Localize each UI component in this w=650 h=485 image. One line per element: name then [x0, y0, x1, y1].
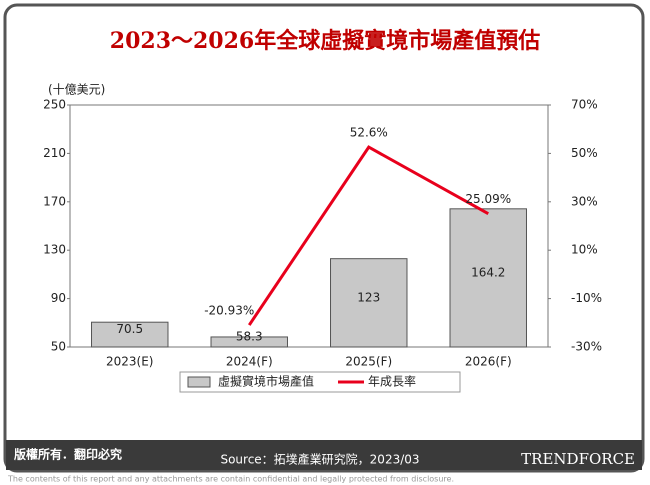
- x-tick-label: 2025(F): [345, 355, 392, 369]
- bar: [449, 208, 527, 348]
- line-label: 25.09%: [465, 192, 511, 206]
- y2-tick-label: 30%: [571, 194, 598, 208]
- y-tick-label: 130: [43, 243, 66, 257]
- y2-tick-label: -30%: [571, 340, 602, 354]
- y-tick-label: 90: [51, 291, 66, 305]
- bar: [91, 321, 169, 348]
- line-label: 52.6%: [350, 126, 388, 140]
- y2-tick-label: 70%: [571, 98, 598, 112]
- logo: TRENDFORCE: [521, 450, 635, 468]
- legend-label: 年成長率: [368, 374, 416, 389]
- copyright: 版權所有．翻印必究: [14, 447, 122, 462]
- source: Source：拓墣產業研究院，2023/03: [220, 452, 419, 467]
- plot-area: [69, 104, 549, 348]
- x-tick-label: 2023(E): [106, 355, 153, 369]
- y-tick-label: 210: [43, 146, 66, 160]
- bar-label: 70.5: [116, 322, 143, 336]
- bar: [210, 336, 288, 348]
- footer-bar: [6, 440, 642, 470]
- y2-tick-label: 50%: [571, 146, 598, 160]
- y-tick-label: 250: [43, 98, 66, 112]
- x-tick-label: 2026(F): [465, 355, 512, 369]
- legend-label: 虛擬實境市場產值: [218, 374, 314, 389]
- y-tick-label: 170: [43, 194, 66, 208]
- x-tick-label: 2024(F): [226, 355, 273, 369]
- line-label: -20.93%: [204, 304, 254, 318]
- chart-title: 2023～2026年全球虛擬實境市場產值預估: [110, 28, 540, 54]
- bar-label: 123: [357, 290, 380, 304]
- bar-label: 164.2: [471, 265, 505, 279]
- line: [248, 145, 489, 326]
- legend-swatch: [187, 376, 211, 388]
- y-axis-label: (十億美元): [48, 83, 105, 97]
- bar: [330, 258, 408, 348]
- frame: [3, 3, 645, 473]
- y2-tick-label: 10%: [571, 243, 598, 257]
- legend-box: [179, 371, 461, 393]
- y2-tick-label: -10%: [571, 291, 602, 305]
- y-tick-label: 50: [51, 340, 66, 354]
- disclaimer: The contents of this report and any atta…: [7, 475, 454, 484]
- bar-label: 58.3: [236, 329, 263, 343]
